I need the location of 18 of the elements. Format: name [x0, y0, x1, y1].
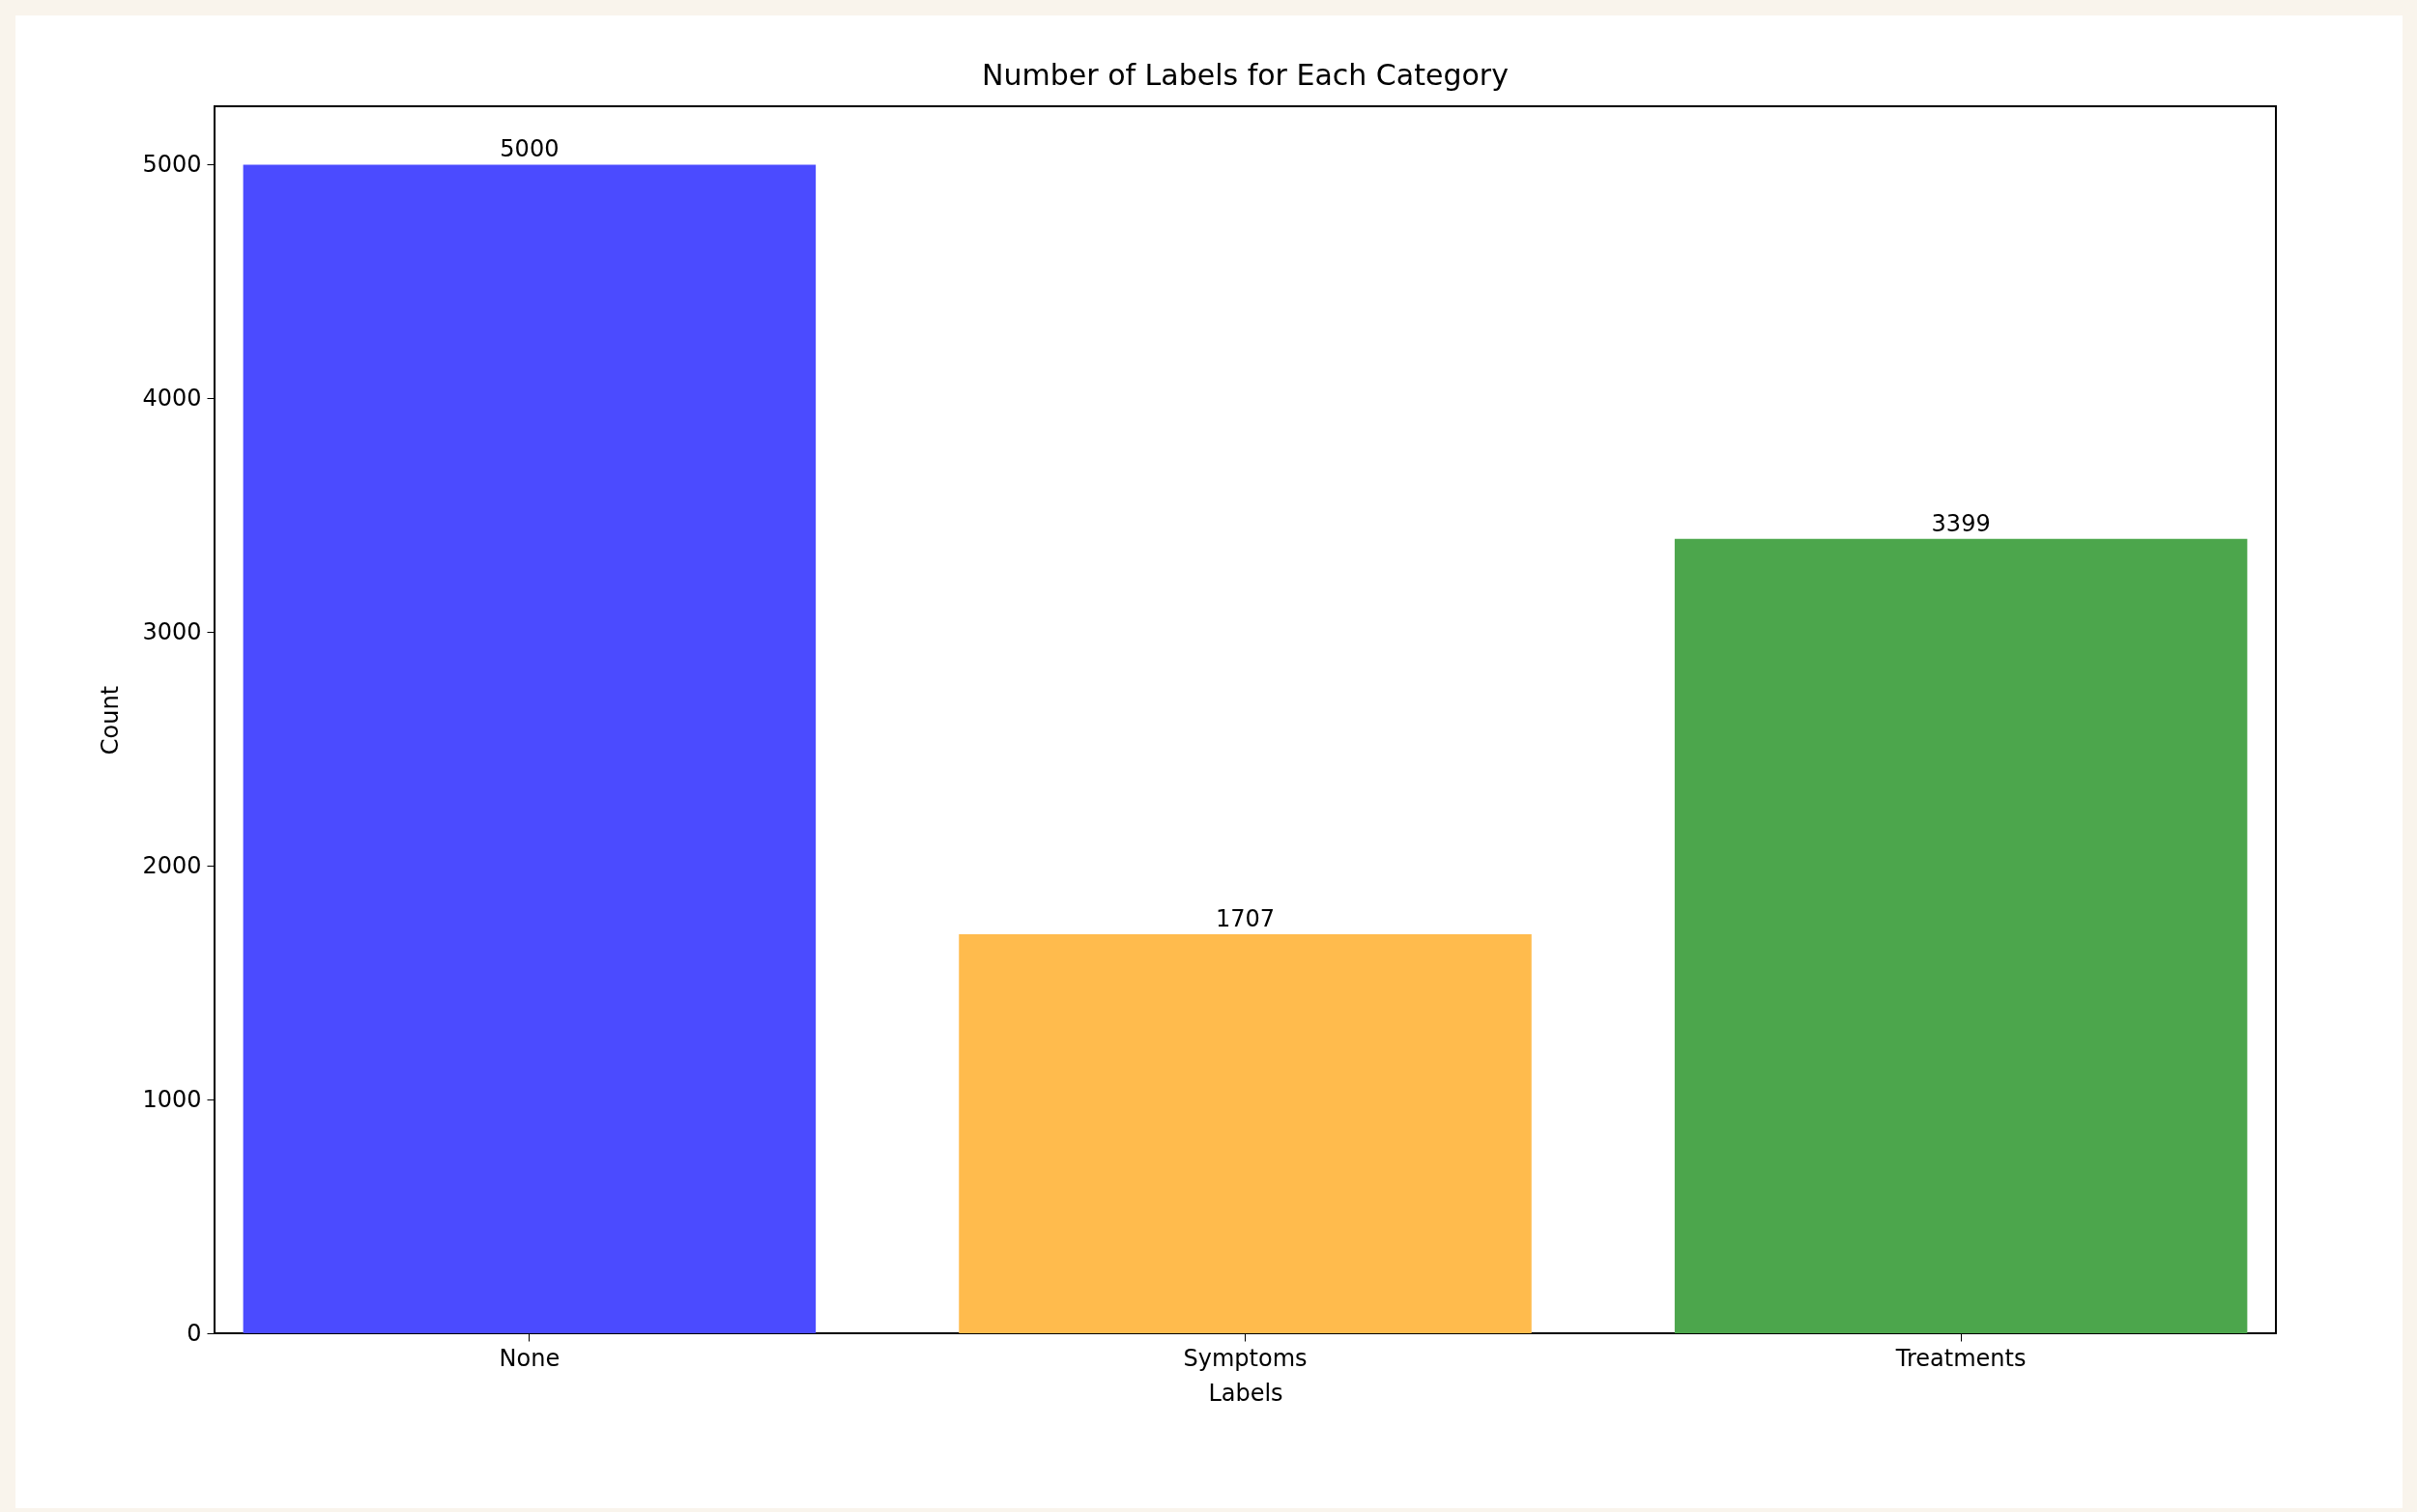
data-label: 3399 [1931, 509, 1991, 537]
x-tick-label: None [499, 1344, 561, 1372]
x-tick-label: Symptoms [1183, 1344, 1308, 1372]
chart-title: Number of Labels for Each Category [982, 58, 1509, 92]
data-label: 1707 [1215, 905, 1276, 933]
y-tick-label: 5000 [142, 150, 202, 178]
y-tick-label: 4000 [142, 384, 202, 412]
y-tick-label: 1000 [142, 1085, 202, 1113]
x-axis-title: Labels [1208, 1379, 1283, 1407]
y-axis-title: Count [97, 685, 125, 756]
data-label: 5000 [500, 135, 560, 163]
bar [1674, 538, 2248, 1333]
y-tick-label: 2000 [142, 851, 202, 879]
bar [959, 934, 1532, 1333]
x-tick-label: Treatments [1894, 1344, 2027, 1372]
bar [243, 164, 817, 1333]
y-tick-label: 0 [187, 1319, 202, 1347]
y-tick-label: 3000 [142, 617, 202, 645]
